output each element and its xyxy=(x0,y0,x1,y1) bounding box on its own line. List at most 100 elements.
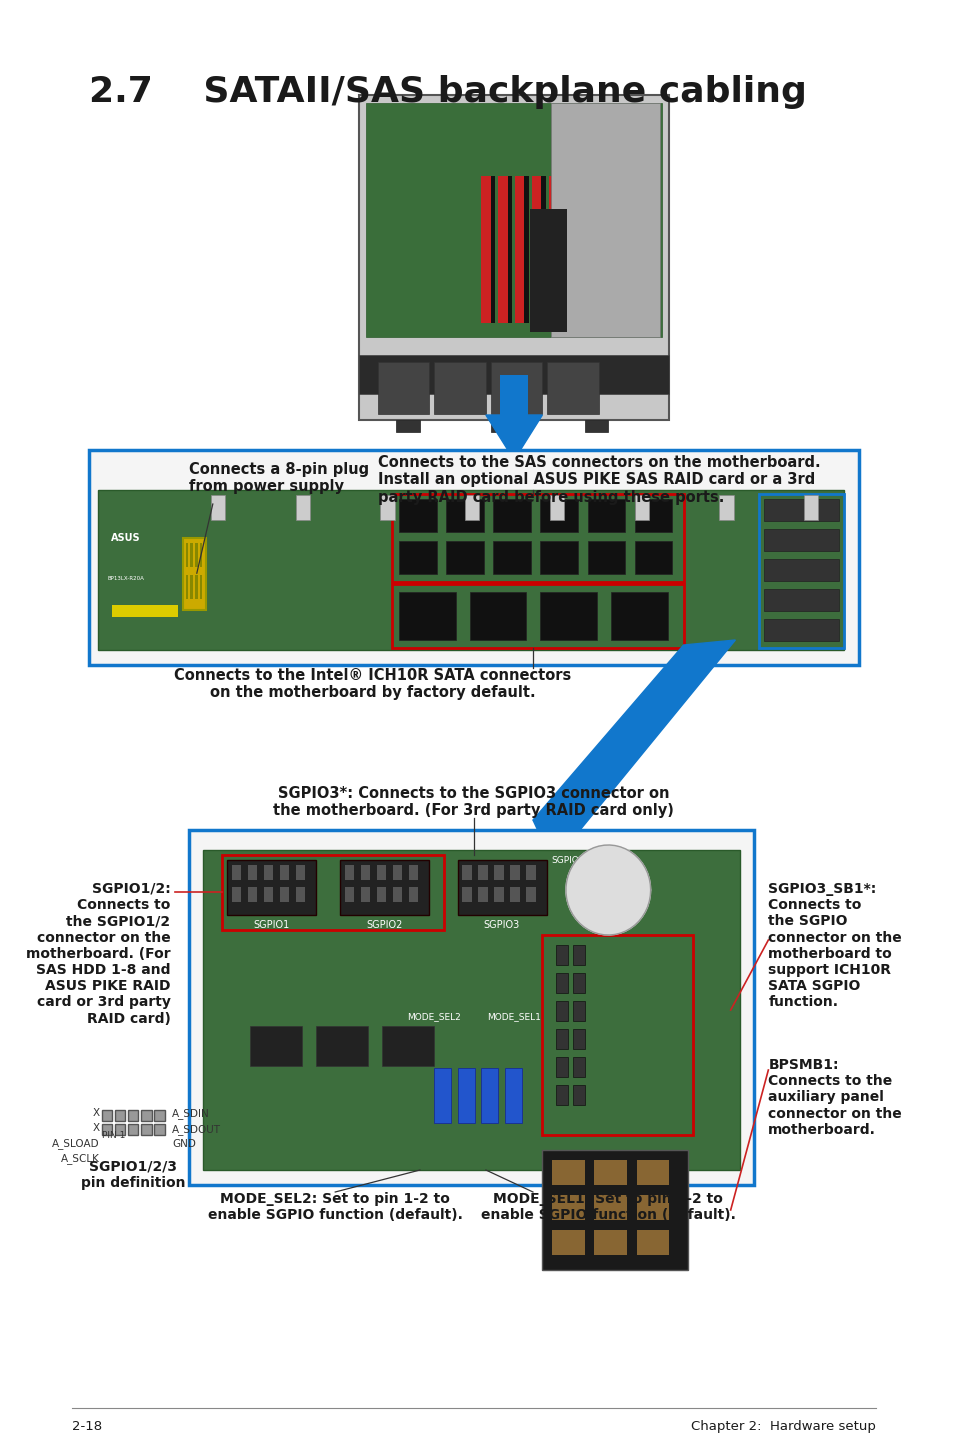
FancyBboxPatch shape xyxy=(573,1057,584,1077)
FancyBboxPatch shape xyxy=(493,541,531,574)
FancyBboxPatch shape xyxy=(803,495,818,521)
Polygon shape xyxy=(485,416,542,460)
FancyBboxPatch shape xyxy=(573,974,584,994)
FancyBboxPatch shape xyxy=(549,495,563,521)
FancyBboxPatch shape xyxy=(762,499,838,521)
FancyBboxPatch shape xyxy=(154,1110,165,1122)
FancyBboxPatch shape xyxy=(719,495,733,521)
Text: Connects to the SAS connectors on the motherboard.
Install an optional ASUS PIKE: Connects to the SAS connectors on the mo… xyxy=(377,454,820,505)
FancyBboxPatch shape xyxy=(540,499,578,532)
FancyBboxPatch shape xyxy=(762,590,838,611)
FancyBboxPatch shape xyxy=(594,1229,626,1255)
FancyBboxPatch shape xyxy=(376,887,386,902)
FancyBboxPatch shape xyxy=(634,499,672,532)
FancyBboxPatch shape xyxy=(465,495,478,521)
FancyBboxPatch shape xyxy=(98,490,842,650)
FancyBboxPatch shape xyxy=(295,887,305,902)
FancyBboxPatch shape xyxy=(526,887,536,902)
FancyBboxPatch shape xyxy=(636,1195,669,1219)
FancyBboxPatch shape xyxy=(199,575,202,598)
Text: SGPIO1/2:
Connects to
the SGPIO1/2
connector on the
motherboard. (For
SAS HDD 1-: SGPIO1/2: Connects to the SGPIO1/2 conne… xyxy=(26,881,171,1025)
FancyBboxPatch shape xyxy=(358,95,669,420)
FancyBboxPatch shape xyxy=(558,177,562,322)
FancyBboxPatch shape xyxy=(540,541,578,574)
FancyBboxPatch shape xyxy=(587,541,624,574)
FancyBboxPatch shape xyxy=(548,177,558,322)
FancyBboxPatch shape xyxy=(446,499,483,532)
FancyBboxPatch shape xyxy=(457,860,546,915)
FancyBboxPatch shape xyxy=(344,887,354,902)
FancyBboxPatch shape xyxy=(399,592,456,640)
FancyBboxPatch shape xyxy=(526,866,536,880)
FancyBboxPatch shape xyxy=(377,361,429,414)
FancyBboxPatch shape xyxy=(490,361,542,414)
FancyBboxPatch shape xyxy=(396,420,419,431)
Text: SGPIO2: SGPIO2 xyxy=(366,920,402,930)
FancyBboxPatch shape xyxy=(103,495,178,646)
Text: ASUS: ASUS xyxy=(112,533,141,544)
FancyBboxPatch shape xyxy=(182,538,206,610)
Polygon shape xyxy=(533,820,579,860)
FancyBboxPatch shape xyxy=(190,575,193,598)
FancyBboxPatch shape xyxy=(556,1001,567,1021)
FancyBboxPatch shape xyxy=(573,945,584,965)
Text: Chapter 2:  Hardware setup: Chapter 2: Hardware setup xyxy=(690,1419,875,1434)
FancyBboxPatch shape xyxy=(551,1195,584,1219)
FancyBboxPatch shape xyxy=(446,541,483,574)
FancyBboxPatch shape xyxy=(573,1030,584,1048)
FancyBboxPatch shape xyxy=(279,887,289,902)
FancyBboxPatch shape xyxy=(114,1110,125,1122)
FancyBboxPatch shape xyxy=(524,177,529,322)
FancyBboxPatch shape xyxy=(128,1110,138,1122)
FancyBboxPatch shape xyxy=(556,1057,567,1077)
Text: Connects a 8-pin plug
from power supply: Connects a 8-pin plug from power supply xyxy=(189,462,369,495)
FancyBboxPatch shape xyxy=(494,887,503,902)
FancyBboxPatch shape xyxy=(194,575,197,598)
FancyBboxPatch shape xyxy=(232,887,241,902)
Text: 2.7    SATAII/SAS backplane cabling: 2.7 SATAII/SAS backplane cabling xyxy=(89,75,805,109)
FancyBboxPatch shape xyxy=(112,605,178,617)
FancyBboxPatch shape xyxy=(462,887,472,902)
Polygon shape xyxy=(533,640,735,830)
FancyBboxPatch shape xyxy=(556,945,567,965)
FancyBboxPatch shape xyxy=(762,618,838,641)
FancyBboxPatch shape xyxy=(408,887,417,902)
FancyBboxPatch shape xyxy=(154,1125,165,1135)
FancyBboxPatch shape xyxy=(462,866,472,880)
FancyBboxPatch shape xyxy=(551,1229,584,1255)
FancyBboxPatch shape xyxy=(263,887,273,902)
FancyBboxPatch shape xyxy=(507,177,512,322)
FancyBboxPatch shape xyxy=(89,450,858,664)
FancyBboxPatch shape xyxy=(636,1229,669,1255)
Polygon shape xyxy=(565,846,650,935)
FancyBboxPatch shape xyxy=(393,866,401,880)
FancyBboxPatch shape xyxy=(102,1110,112,1122)
FancyBboxPatch shape xyxy=(584,420,608,431)
Text: MODE_SEL2: MODE_SEL2 xyxy=(407,1012,460,1021)
FancyBboxPatch shape xyxy=(499,375,528,417)
FancyBboxPatch shape xyxy=(529,209,566,332)
FancyBboxPatch shape xyxy=(494,866,503,880)
FancyBboxPatch shape xyxy=(190,542,193,567)
FancyBboxPatch shape xyxy=(546,361,598,414)
Text: SGPIO3: SGPIO3 xyxy=(483,920,519,930)
Text: PIN 1: PIN 1 xyxy=(102,1132,125,1140)
Text: SGPIO3_SB1*:
Connects to
the SGPIO
connector on the
motherboard to
support ICH10: SGPIO3_SB1*: Connects to the SGPIO conne… xyxy=(767,881,902,1009)
FancyBboxPatch shape xyxy=(399,541,436,574)
FancyBboxPatch shape xyxy=(316,1025,368,1066)
FancyBboxPatch shape xyxy=(490,177,495,322)
FancyBboxPatch shape xyxy=(493,499,531,532)
FancyBboxPatch shape xyxy=(470,592,526,640)
FancyBboxPatch shape xyxy=(541,177,545,322)
FancyBboxPatch shape xyxy=(227,860,316,915)
Text: 2-18: 2-18 xyxy=(71,1419,102,1434)
FancyBboxPatch shape xyxy=(114,1125,125,1135)
FancyBboxPatch shape xyxy=(510,866,519,880)
FancyBboxPatch shape xyxy=(551,1160,584,1185)
FancyBboxPatch shape xyxy=(399,499,436,532)
FancyBboxPatch shape xyxy=(594,1160,626,1185)
FancyBboxPatch shape xyxy=(636,1160,669,1185)
FancyBboxPatch shape xyxy=(594,1195,626,1219)
FancyBboxPatch shape xyxy=(211,495,225,521)
FancyBboxPatch shape xyxy=(185,575,188,598)
